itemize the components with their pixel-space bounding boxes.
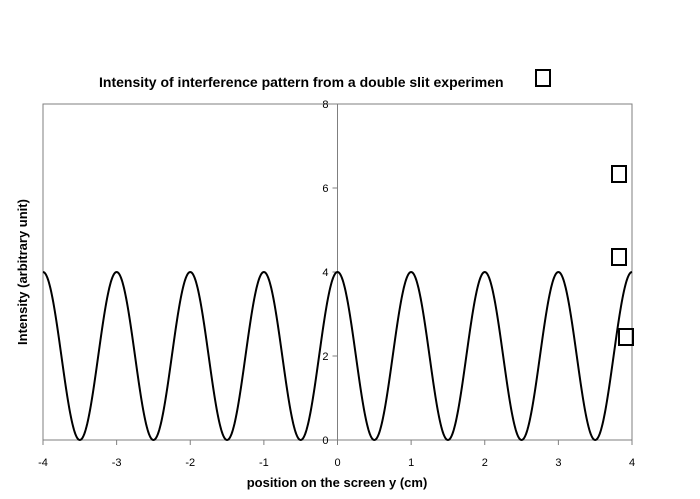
- y-axis-label: Intensity (arbitrary unit): [15, 199, 30, 345]
- x-tick-label: -3: [112, 457, 122, 469]
- missing-glyph-box: [535, 69, 551, 87]
- x-axis-label: position on the screen y (cm): [247, 475, 428, 490]
- x-tick-label: -4: [38, 457, 48, 469]
- y-ticks: 0 2 4 6 8: [322, 99, 338, 447]
- series-line: [42, 270, 633, 442]
- y-tick-label: 2: [322, 351, 328, 363]
- x-tick-label: -2: [185, 457, 195, 469]
- missing-glyph-box: [618, 328, 634, 346]
- y-tick-label: 6: [322, 183, 328, 195]
- y-tick-label: 0: [322, 435, 328, 447]
- x-tick-label: 4: [629, 457, 635, 469]
- y-tick-label: 8: [322, 99, 328, 111]
- missing-glyph-box: [611, 165, 627, 183]
- x-tick-label: 0: [334, 457, 340, 469]
- y-tick-label: 4: [322, 267, 328, 279]
- missing-glyph-box: [611, 248, 627, 266]
- x-tick-label: 2: [482, 457, 488, 469]
- x-tick-label: -1: [259, 457, 269, 469]
- x-tick-label: 3: [555, 457, 561, 469]
- x-tick-label: 1: [408, 457, 414, 469]
- chart-title: Intensity of interference pattern from a…: [99, 74, 504, 90]
- x-ticks: -4 -3 -2 -1 0 1 2 3 4: [38, 440, 635, 469]
